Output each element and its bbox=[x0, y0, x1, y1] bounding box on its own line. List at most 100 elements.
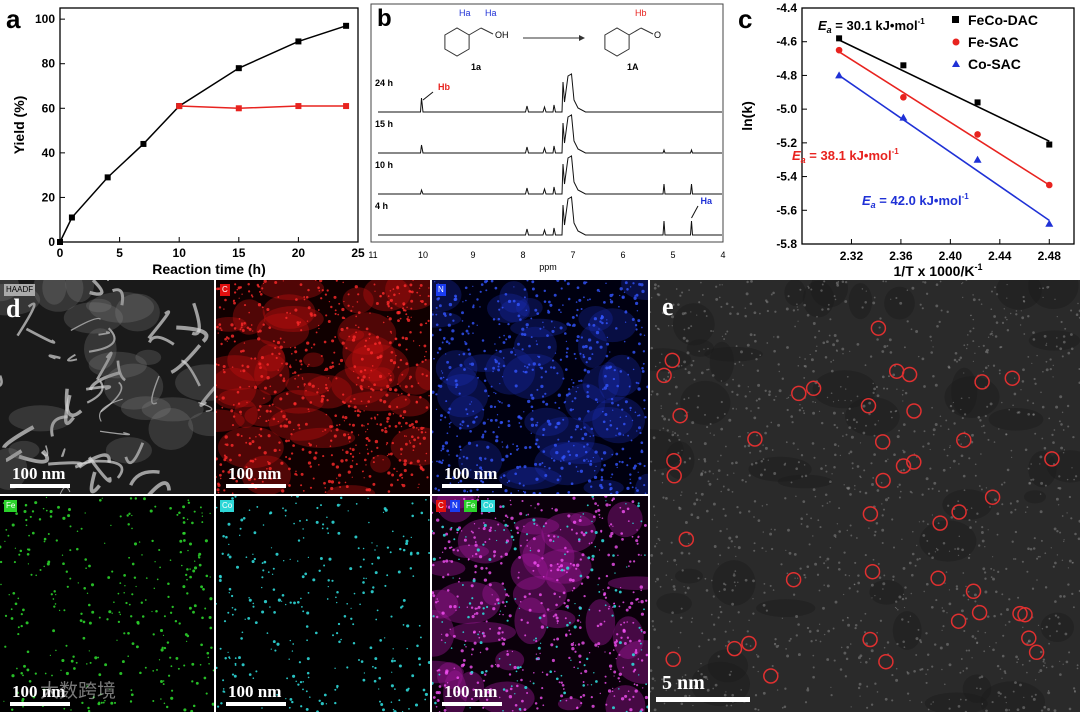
texture-dot bbox=[353, 592, 356, 595]
texture-dot bbox=[1067, 351, 1071, 355]
cobalt-texture bbox=[216, 496, 430, 712]
texture-dot bbox=[531, 396, 535, 400]
texture-dot bbox=[407, 393, 411, 397]
texture-dot bbox=[945, 571, 948, 573]
texture-dot bbox=[377, 455, 379, 457]
texture-dot bbox=[450, 421, 452, 424]
texture-dot bbox=[484, 367, 487, 371]
eds-overlay-map: C N Fe Co 100 nm bbox=[432, 496, 648, 712]
texture-dot bbox=[623, 340, 626, 343]
texture-dot bbox=[792, 593, 796, 596]
texture-dot bbox=[816, 629, 820, 633]
texture-dot bbox=[563, 691, 567, 695]
texture-dot bbox=[432, 557, 436, 561]
texture-dot bbox=[242, 349, 245, 353]
texture-dot bbox=[615, 452, 619, 456]
atom-marker-circle bbox=[874, 434, 891, 450]
texture-dot bbox=[486, 605, 489, 609]
texture-dot bbox=[575, 390, 578, 393]
texture-dot bbox=[386, 454, 389, 457]
texture-dot bbox=[592, 515, 596, 519]
texture-dot bbox=[297, 560, 299, 562]
texture-dot bbox=[376, 446, 379, 450]
texture-dot bbox=[408, 708, 410, 710]
texture-dot bbox=[441, 551, 444, 553]
texture-dot bbox=[424, 459, 427, 462]
texture-blob bbox=[84, 328, 117, 370]
texture-dot bbox=[806, 525, 809, 528]
texture-dot bbox=[128, 556, 131, 559]
texture-dot bbox=[637, 536, 639, 539]
texture-dot bbox=[456, 690, 459, 693]
texture-dot bbox=[926, 539, 929, 542]
texture-dot bbox=[767, 459, 769, 461]
panel-d-label: d bbox=[6, 294, 21, 323]
texture-dot bbox=[367, 488, 372, 492]
texture-dot bbox=[200, 643, 203, 647]
texture-dot bbox=[1055, 497, 1059, 501]
texture-dot bbox=[802, 409, 805, 412]
texture-dot bbox=[340, 327, 344, 332]
texture-dot bbox=[283, 560, 285, 562]
atom-marker-circle bbox=[974, 374, 990, 390]
texture-dot bbox=[762, 444, 764, 446]
texture-dot bbox=[280, 410, 283, 413]
texture-dot bbox=[281, 489, 285, 493]
texture-dot bbox=[131, 514, 133, 517]
texture-dot bbox=[579, 352, 582, 355]
texture-dot bbox=[858, 682, 862, 686]
texture-dot bbox=[713, 434, 715, 436]
texture-dot bbox=[243, 342, 246, 344]
texture-dot bbox=[576, 335, 580, 339]
texture-dot bbox=[887, 496, 890, 499]
texture-dot bbox=[186, 634, 190, 638]
texture-dot bbox=[109, 688, 111, 690]
texture-dot bbox=[385, 393, 389, 397]
texture-dot bbox=[219, 575, 222, 579]
texture-dot bbox=[1002, 634, 1005, 637]
texture-dot bbox=[850, 534, 853, 537]
texture-dot bbox=[452, 476, 456, 480]
texture-dot bbox=[324, 428, 327, 431]
texture-dot bbox=[271, 352, 274, 356]
texture-dot bbox=[956, 547, 960, 551]
texture-dot bbox=[248, 597, 250, 599]
texture-dot bbox=[306, 611, 310, 615]
texture-dot bbox=[849, 643, 852, 645]
data-point-black bbox=[343, 22, 350, 29]
fit-line-Co-SAC bbox=[838, 74, 1050, 222]
texture-dot bbox=[603, 386, 607, 390]
texture-dot bbox=[563, 602, 566, 605]
texture-dot bbox=[327, 320, 331, 323]
texture-dot bbox=[127, 631, 130, 635]
texture-dot bbox=[494, 530, 496, 532]
texture-dot bbox=[542, 326, 545, 328]
texture-dot bbox=[528, 344, 531, 348]
texture-dot bbox=[987, 438, 990, 441]
texture-dot bbox=[482, 607, 485, 610]
texture-dot bbox=[119, 515, 122, 518]
texture-dot bbox=[441, 621, 444, 623]
texture-dot bbox=[323, 693, 327, 697]
texture-dot bbox=[282, 507, 284, 510]
texture-dot bbox=[626, 507, 630, 511]
texture-blob bbox=[962, 674, 992, 703]
texture-dot bbox=[568, 462, 572, 465]
texture-dot bbox=[745, 407, 748, 410]
texture-dot bbox=[216, 457, 218, 461]
texture-dot bbox=[219, 647, 222, 650]
texture-dot bbox=[912, 530, 914, 533]
texture-blob bbox=[748, 456, 812, 482]
texture-dot bbox=[945, 419, 948, 422]
texture-dot bbox=[732, 574, 736, 577]
texture-dot bbox=[191, 662, 195, 666]
texture-dot bbox=[446, 573, 450, 576]
texture-dot bbox=[209, 626, 213, 630]
texture-dot bbox=[404, 385, 408, 389]
texture-dot bbox=[832, 627, 835, 630]
texture-dot bbox=[1039, 287, 1041, 289]
fit-line-FeCo-DAC bbox=[838, 39, 1050, 142]
texture-dot bbox=[1028, 481, 1032, 485]
texture-dot bbox=[387, 490, 391, 493]
texture-dot bbox=[834, 600, 838, 604]
